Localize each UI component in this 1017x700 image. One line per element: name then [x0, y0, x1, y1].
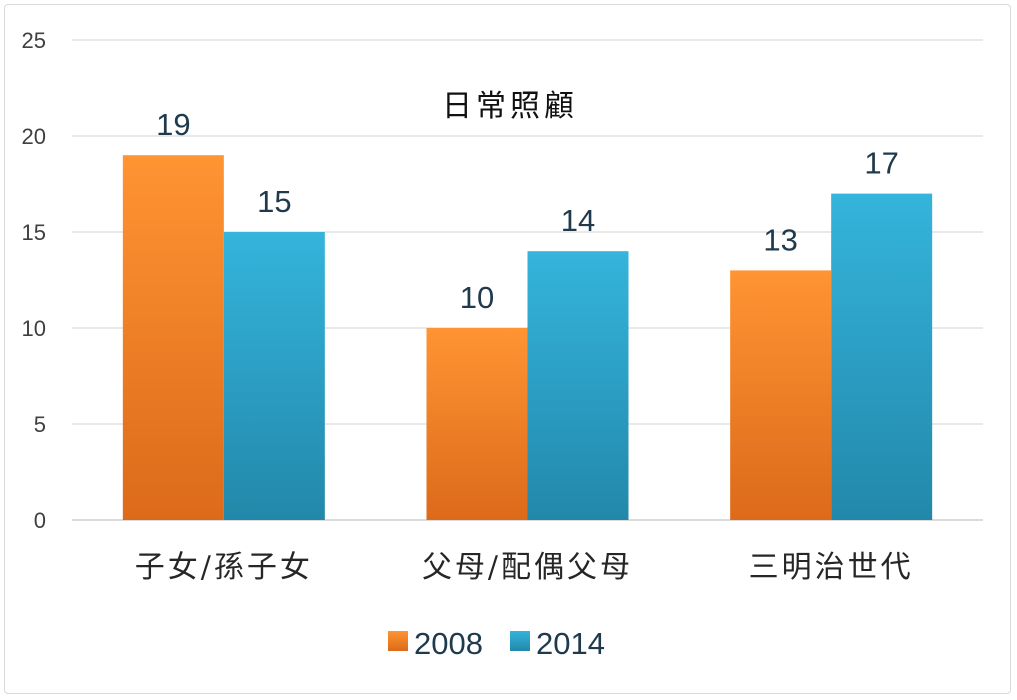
bar-2014 — [831, 193, 933, 520]
data-label: 19 — [156, 107, 190, 142]
x-category-label: 子女/孫子女 — [135, 550, 313, 585]
y-tick-label: 20 — [22, 124, 46, 149]
x-category-label: 三明治世代 — [749, 550, 914, 585]
y-tick-label: 5 — [34, 412, 46, 437]
legend: 2008 2014 — [388, 626, 605, 661]
bar-2014 — [527, 251, 629, 520]
legend-label: 2008 — [414, 626, 483, 661]
bar-2008 — [122, 155, 224, 520]
bar-2008 — [426, 328, 528, 520]
x-axis-categories: 子女/孫子女 父母/配偶父母 三明治世代 — [135, 550, 914, 585]
bar-2008 — [730, 270, 832, 520]
y-tick-label: 25 — [22, 28, 46, 53]
y-tick-label: 10 — [22, 316, 46, 341]
legend-swatch-2014 — [510, 631, 530, 651]
legend-label: 2014 — [536, 626, 605, 661]
data-label: 10 — [460, 280, 494, 315]
bar-2014 — [223, 232, 325, 520]
legend-swatch-2008 — [388, 631, 408, 651]
y-tick-label: 0 — [34, 508, 46, 533]
data-label: 13 — [763, 222, 797, 257]
bars — [122, 155, 933, 520]
x-category-label: 父母/配偶父母 — [422, 550, 633, 585]
data-labels: 19 15 10 14 13 17 — [156, 107, 899, 315]
data-label: 14 — [561, 203, 595, 238]
chart-title: 日常照顧 — [442, 89, 578, 124]
y-tick-label: 15 — [22, 220, 46, 245]
data-label: 15 — [257, 184, 291, 219]
y-axis-ticks: 0 5 10 15 20 25 — [22, 28, 46, 533]
data-label: 17 — [864, 146, 898, 181]
